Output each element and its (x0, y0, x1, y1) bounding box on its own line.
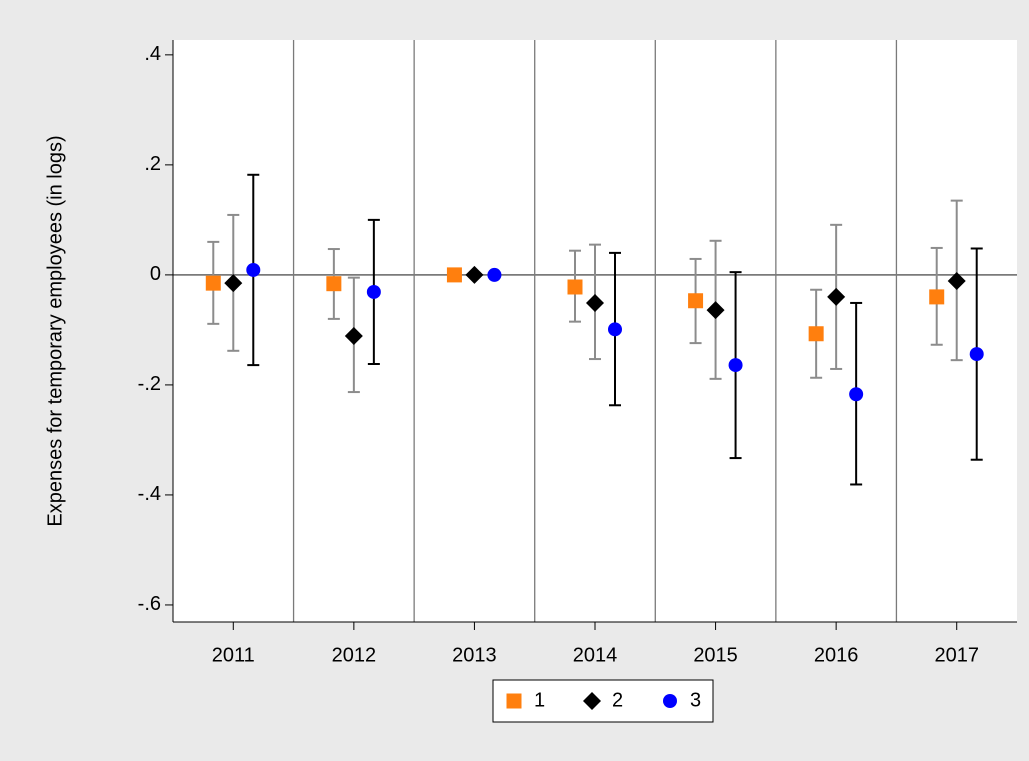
legend-marker (663, 694, 677, 708)
point (326, 276, 342, 292)
point (246, 262, 261, 277)
point (567, 279, 583, 295)
point (929, 289, 945, 305)
y-tick-label: -.6 (138, 593, 161, 615)
y-tick-label: .4 (144, 43, 161, 65)
y-axis-label: Expenses for temporary employees (in log… (44, 135, 66, 526)
y-tick-label: .2 (144, 153, 161, 175)
point (608, 322, 622, 337)
y-tick-label: -.4 (138, 483, 161, 505)
point (849, 387, 864, 402)
legend-label: 1 (534, 689, 545, 711)
point (808, 326, 824, 342)
y-tick-label: -.2 (138, 373, 161, 395)
legend-label: 2 (612, 689, 623, 711)
point (586, 293, 604, 312)
point (688, 293, 704, 309)
legend-label: 3 (690, 689, 701, 711)
legend-marker (583, 692, 601, 710)
x-tick-label: 2014 (573, 644, 618, 666)
legend-marker (506, 693, 522, 709)
x-tick-label: 2011 (212, 644, 255, 666)
point (487, 267, 502, 282)
point (706, 301, 725, 320)
point (728, 358, 743, 373)
y-tick-label: 0 (150, 263, 161, 285)
x-tick-label: 2015 (693, 644, 738, 666)
x-tick-label: 2013 (452, 644, 497, 666)
point (446, 267, 462, 283)
point (969, 347, 984, 362)
legend-box (492, 679, 714, 723)
point (465, 265, 484, 284)
point (366, 284, 381, 299)
x-tick-label: 2016 (814, 644, 859, 666)
point (947, 271, 966, 290)
point (344, 326, 363, 345)
point (224, 274, 243, 293)
point (205, 275, 221, 291)
x-tick-label: 2012 (332, 644, 377, 666)
x-tick-label: 2017 (934, 644, 979, 666)
point (827, 287, 846, 306)
